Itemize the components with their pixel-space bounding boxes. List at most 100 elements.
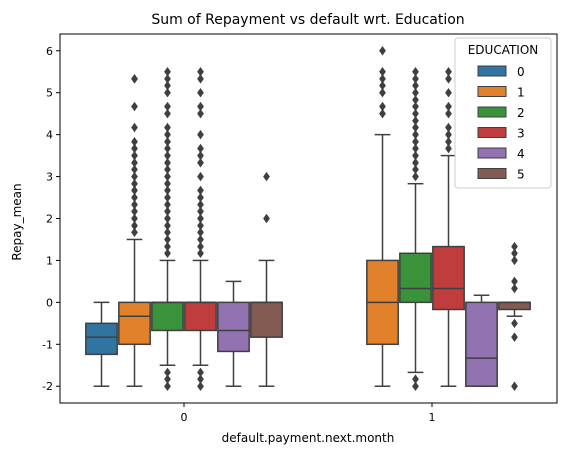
box-iqr <box>399 252 432 304</box>
outlier-point <box>511 241 518 252</box>
outlier-point <box>511 248 518 259</box>
box-edu-5-default-0 <box>250 171 283 387</box>
box-iqr <box>250 301 283 338</box>
outlier-point <box>445 67 452 77</box>
outlier-point <box>445 87 452 98</box>
outlier-point <box>164 122 171 133</box>
outlier-point <box>445 101 452 112</box>
outlier-point <box>197 150 204 161</box>
outlier-point <box>511 318 518 329</box>
box-iqr <box>151 301 184 332</box>
legend-label-5: 5 <box>517 168 525 182</box>
outlier-point <box>511 276 518 287</box>
box-iqr <box>118 301 151 346</box>
outlier-point <box>197 87 204 98</box>
outlier-point <box>197 220 204 231</box>
legend-label-1: 1 <box>517 86 525 100</box>
outlier-point <box>379 87 386 98</box>
outlier-point <box>164 178 171 189</box>
box-iqr <box>217 301 250 353</box>
outlier-point <box>197 108 204 119</box>
outlier-point <box>511 283 518 294</box>
legend-swatch-1 <box>477 86 507 97</box>
y-tick-label: 3 <box>46 171 53 184</box>
outlier-point <box>197 367 204 378</box>
outlier-point <box>164 108 171 119</box>
box-edu-4-default-0 <box>217 280 250 387</box>
outlier-point <box>131 137 138 147</box>
outlier-point <box>164 241 171 252</box>
outlier-point <box>412 74 419 84</box>
outlier-point <box>412 129 419 140</box>
outlier-point <box>131 122 138 133</box>
outlier-point <box>511 332 518 342</box>
outlier-point <box>197 213 204 224</box>
outlier-point <box>197 129 204 140</box>
box-edu-4-default-1 <box>465 294 498 387</box>
outlier-point <box>412 374 419 384</box>
outlier-point <box>164 129 171 140</box>
outlier-point <box>164 248 171 259</box>
box-edu-0-default-0 <box>85 301 118 387</box>
outlier-point <box>412 80 419 91</box>
outlier-point <box>164 164 171 175</box>
outlier-point <box>412 101 419 112</box>
outlier-point <box>164 150 171 161</box>
outlier-point <box>164 87 171 98</box>
legend-swatch-2 <box>477 106 507 118</box>
outlier-point <box>412 381 419 391</box>
outlier-point <box>131 227 138 238</box>
outlier-point <box>197 227 204 238</box>
legend-swatch-5 <box>477 168 507 179</box>
outlier-point <box>412 158 419 168</box>
outlier-point <box>131 74 138 84</box>
outlier-point <box>197 248 204 259</box>
outlier-point <box>379 80 386 91</box>
y-tick-label: -1 <box>42 338 53 351</box>
y-tick-label: 6 <box>46 45 53 58</box>
outlier-point <box>164 185 171 196</box>
outlier-point <box>164 367 171 378</box>
outlier-point <box>445 122 452 133</box>
legend-swatch-3 <box>477 127 507 138</box>
outlier-point <box>197 74 204 84</box>
outlier-point <box>197 143 204 154</box>
legend-label-3: 3 <box>517 127 525 141</box>
plot-area: -2 -1 0 1 2 3 4 5 6 0 1 <box>42 33 558 424</box>
outlier-point <box>379 67 386 77</box>
outlier-point <box>197 67 204 77</box>
outlier-point <box>197 199 204 210</box>
box-edu-1-default-0 <box>118 74 151 387</box>
outlier-point <box>412 137 419 147</box>
outlier-point <box>412 116 419 126</box>
x-axis-label: default.payment.next.month <box>222 431 395 445</box>
outlier-point <box>164 220 171 231</box>
outlier-point <box>379 101 386 112</box>
box-edu-5-default-1 <box>498 241 531 391</box>
outlier-point <box>131 206 138 217</box>
legend-swatch-0 <box>477 65 507 77</box>
outlier-point <box>445 74 452 84</box>
x-tick-label: 1 <box>429 411 436 424</box>
outlier-point <box>445 143 452 154</box>
outlier-point <box>197 101 204 112</box>
y-tick-label: 0 <box>46 296 53 309</box>
outlier-point <box>131 199 138 210</box>
outlier-point <box>131 143 138 154</box>
outlier-point <box>164 381 171 391</box>
outlier-point <box>164 67 171 77</box>
outlier-point <box>131 101 138 112</box>
outlier-point <box>164 192 171 203</box>
box-edu-2-default-1 <box>399 67 432 391</box>
outlier-point <box>197 234 204 245</box>
outlier-point <box>445 129 452 140</box>
outlier-point <box>412 122 419 133</box>
outlier-point <box>379 74 386 84</box>
legend-swatch-4 <box>477 147 507 159</box>
box-iqr <box>184 301 217 332</box>
box-iqr <box>498 301 531 311</box>
outlier-point <box>197 381 204 391</box>
y-tick-label: 5 <box>46 87 53 100</box>
outlier-point <box>511 381 518 391</box>
